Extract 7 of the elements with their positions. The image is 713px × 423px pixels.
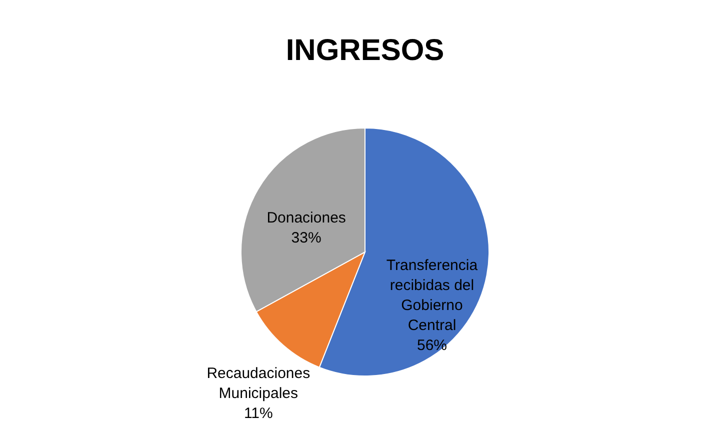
slice-label: Recaudaciones Municipales <box>206 364 310 402</box>
data-label: 11% <box>244 404 273 422</box>
data-label: 33% <box>291 229 322 246</box>
chart-title: INGRESOS <box>286 34 444 67</box>
slice-label: Donaciones <box>266 209 346 226</box>
data-label: 56% <box>416 336 448 354</box>
slice-label: Transferencia recibidas del Gobierno Central <box>386 256 478 334</box>
